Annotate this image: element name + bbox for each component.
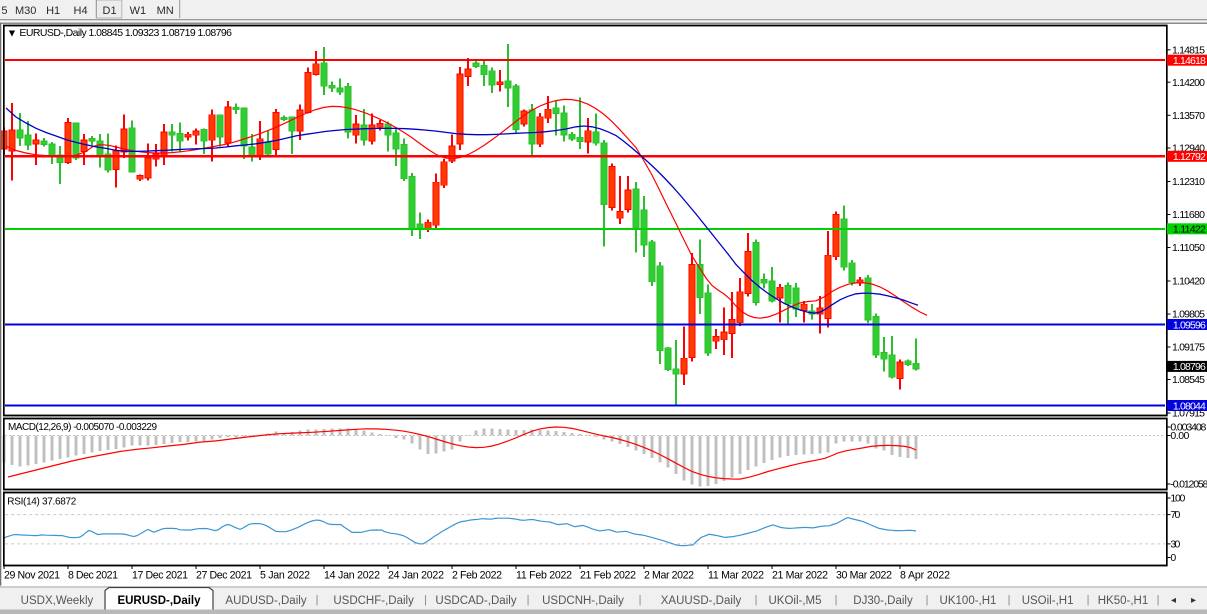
svg-text:1.08044: 1.08044	[1173, 400, 1206, 412]
svg-text:1.14618: 1.14618	[1173, 55, 1206, 67]
svg-text:▸: ▸	[1191, 595, 1196, 606]
svg-text:5: 5	[1, 5, 7, 17]
svg-text:2 Feb 2022: 2 Feb 2022	[452, 570, 502, 582]
svg-text:1.09805: 1.09805	[1172, 309, 1205, 321]
svg-text:1.12792: 1.12792	[1173, 151, 1206, 163]
svg-text:1.11050: 1.11050	[1172, 242, 1205, 254]
svg-text:1.12310: 1.12310	[1172, 176, 1205, 188]
svg-text:0: 0	[1170, 552, 1176, 564]
svg-text:|: |	[1087, 594, 1090, 606]
svg-text:30: 30	[1170, 539, 1180, 551]
svg-text:17 Dec 2021: 17 Dec 2021	[132, 570, 188, 582]
svg-text:◂: ◂	[1171, 595, 1176, 606]
svg-text:8 Dec 2021: 8 Dec 2021	[68, 570, 118, 582]
svg-text:1.10420: 1.10420	[1172, 276, 1205, 288]
svg-text:-0.012058: -0.012058	[1170, 479, 1207, 491]
svg-text:H4: H4	[74, 5, 88, 17]
svg-text:W1: W1	[130, 5, 147, 17]
svg-text:▼: ▼	[7, 28, 17, 40]
svg-text:USOil-,H1: USOil-,H1	[1022, 595, 1074, 607]
svg-text:USDX,Weekly: USDX,Weekly	[21, 595, 94, 607]
svg-text:1.11680: 1.11680	[1172, 209, 1205, 221]
svg-text:1.09175: 1.09175	[1172, 342, 1205, 354]
svg-text:|: |	[1008, 594, 1011, 606]
svg-text:EURUSD-,Daily: EURUSD-,Daily	[117, 595, 201, 607]
svg-text:MN: MN	[157, 5, 174, 17]
svg-text:24 Jan 2022: 24 Jan 2022	[388, 570, 444, 582]
svg-text:XAUUSD-,Daily: XAUUSD-,Daily	[661, 595, 742, 607]
svg-text:M30: M30	[15, 5, 36, 17]
svg-text:USDCNH-,Daily: USDCNH-,Daily	[542, 595, 624, 607]
svg-text:1.13570: 1.13570	[1172, 110, 1205, 122]
svg-text:100: 100	[1170, 493, 1185, 505]
svg-text:11 Feb 2022: 11 Feb 2022	[516, 570, 572, 582]
svg-text:2 Mar 2022: 2 Mar 2022	[644, 570, 694, 582]
svg-text:|: |	[527, 594, 530, 606]
svg-text:USDCHF-,Daily: USDCHF-,Daily	[333, 595, 414, 607]
svg-text:UKOil-,M5: UKOil-,M5	[768, 595, 821, 607]
svg-text:1.11422: 1.11422	[1173, 224, 1206, 236]
svg-text:|: |	[1157, 594, 1160, 606]
svg-text:AUDUSD-,Daily: AUDUSD-,Daily	[225, 595, 306, 607]
svg-text:RSI(14) 37.6872: RSI(14) 37.6872	[7, 497, 76, 508]
svg-text:EURUSD-,Daily 1.08845 1.09323: EURUSD-,Daily 1.08845 1.09323 1.08719 1.…	[19, 27, 232, 39]
svg-text:1.08545: 1.08545	[1172, 374, 1205, 386]
svg-text:0.003408: 0.003408	[1170, 422, 1206, 434]
svg-text:|: |	[424, 594, 427, 606]
svg-text:30 Mar 2022: 30 Mar 2022	[836, 570, 892, 582]
svg-text:HK50-,H1: HK50-,H1	[1098, 595, 1149, 607]
svg-text:1.08796: 1.08796	[1173, 361, 1206, 373]
svg-text:|: |	[755, 594, 758, 606]
svg-text:1.14200: 1.14200	[1172, 77, 1205, 89]
svg-text:1.14815: 1.14815	[1172, 44, 1205, 56]
svg-text:0.00: 0.00	[1170, 430, 1189, 442]
svg-text:|: |	[926, 594, 929, 606]
svg-text:11 Mar 2022: 11 Mar 2022	[708, 570, 764, 582]
svg-text:5 Jan 2022: 5 Jan 2022	[260, 570, 310, 582]
svg-text:27 Dec 2021: 27 Dec 2021	[196, 570, 252, 582]
svg-text:DJ30-,Daily: DJ30-,Daily	[853, 595, 913, 607]
svg-text:1.09596: 1.09596	[1173, 319, 1206, 331]
svg-text:D1: D1	[103, 5, 117, 17]
svg-text:|: |	[316, 594, 319, 606]
svg-text:21 Feb 2022: 21 Feb 2022	[580, 570, 636, 582]
svg-text:UK100-,H1: UK100-,H1	[940, 595, 997, 607]
svg-text:USDCAD-,Daily: USDCAD-,Daily	[435, 595, 516, 607]
svg-text:70: 70	[1170, 509, 1180, 521]
svg-text:29 Nov 2021: 29 Nov 2021	[4, 570, 60, 582]
svg-text:|: |	[835, 594, 838, 606]
svg-text:MACD(12,26,9) -0.005070 -0.003: MACD(12,26,9) -0.005070 -0.003229	[8, 422, 157, 433]
svg-text:21 Mar 2022: 21 Mar 2022	[772, 570, 828, 582]
svg-text:H1: H1	[46, 5, 60, 17]
svg-text:|: |	[639, 594, 642, 606]
svg-text:14 Jan 2022: 14 Jan 2022	[324, 570, 380, 582]
svg-text:8 Apr 2022: 8 Apr 2022	[900, 570, 950, 582]
